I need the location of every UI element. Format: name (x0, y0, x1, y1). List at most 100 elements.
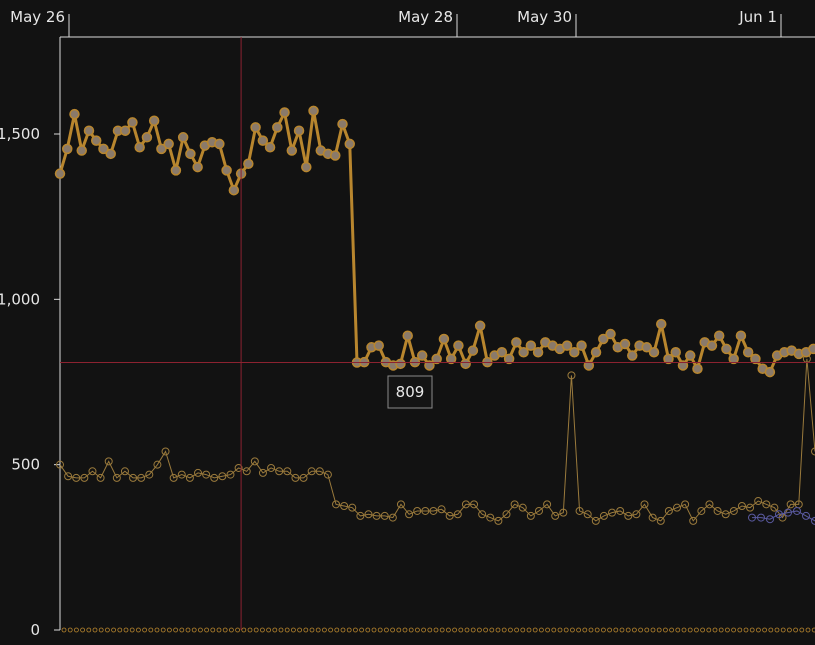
baseline-point (346, 627, 352, 633)
series-main-point (561, 340, 573, 351)
series-main-point (474, 320, 486, 332)
series-secondary-point (202, 470, 211, 479)
baseline-point (241, 627, 247, 633)
series-secondary-point (380, 511, 389, 520)
series-main-point (54, 168, 66, 179)
baseline-point (681, 627, 687, 633)
baseline-point (712, 627, 718, 633)
series-secondary-point (770, 503, 779, 512)
baseline-point (228, 627, 234, 633)
baseline-point (315, 627, 321, 633)
baseline-point (427, 627, 433, 633)
baseline-point (663, 627, 668, 633)
baseline-point (204, 627, 210, 633)
series-secondary-point (461, 500, 470, 509)
series-main-point (532, 346, 544, 358)
baseline-point (421, 627, 427, 633)
series-main-point (750, 353, 761, 365)
baseline-point (359, 627, 365, 633)
series-main-point (496, 346, 508, 358)
baseline-point (222, 627, 228, 633)
y-tick-label: 0 (30, 621, 40, 639)
series-main-point (134, 141, 145, 153)
series-main-point (460, 358, 471, 370)
baseline-point (340, 627, 346, 633)
baseline-point (129, 627, 135, 633)
baseline-point (557, 627, 563, 633)
series-main-point (583, 360, 595, 371)
series-main-point (445, 353, 457, 365)
series-secondary-point (72, 473, 81, 482)
baseline-point (253, 627, 259, 633)
series-main-point (395, 358, 406, 370)
baseline-point (247, 627, 253, 633)
baseline-point (210, 627, 216, 633)
series-secondary-point (697, 506, 706, 515)
series-secondary-point (323, 470, 332, 479)
baseline-point (650, 627, 656, 633)
baseline-point (452, 627, 458, 633)
series-main-point (83, 125, 95, 136)
series-main-point (655, 318, 667, 330)
series-main-point (228, 184, 240, 196)
baseline-point (700, 627, 705, 633)
baseline-point (582, 627, 588, 633)
series-secondary-point (648, 513, 657, 522)
series-secondary-point (672, 503, 681, 512)
baseline-point (737, 627, 743, 633)
series-secondary-point (681, 500, 690, 509)
baseline-point (762, 627, 767, 633)
series-main-point (735, 330, 747, 341)
series-tertiary-point (775, 510, 783, 519)
baseline-point (117, 627, 123, 633)
series-main-point (503, 353, 515, 365)
series-secondary-point (80, 473, 89, 482)
series-main-point (221, 165, 232, 176)
series-secondary-point (307, 467, 316, 476)
baseline-point (166, 627, 172, 633)
series-main-point (119, 125, 131, 136)
baseline-point (731, 627, 736, 633)
series-main-point (301, 161, 312, 173)
series-main-point (293, 125, 305, 136)
series-main-point (453, 340, 464, 351)
series-main-point (692, 363, 703, 375)
baseline-point (61, 627, 67, 633)
baseline-point (92, 627, 98, 633)
series-main-point (105, 148, 116, 160)
series-secondary-point (510, 500, 519, 509)
baseline-point (179, 627, 185, 633)
series-secondary-point (234, 463, 243, 472)
series-main-point (648, 346, 660, 358)
baseline-point (123, 627, 129, 633)
series-secondary-point (364, 510, 373, 519)
series-secondary-point (129, 473, 138, 482)
baseline-point (284, 627, 290, 633)
baseline-point (576, 627, 581, 633)
series-secondary-point (421, 506, 430, 515)
axes: May 26 May 28 May 30 Jun 1 0 500 1,000 1,500 (0, 8, 815, 639)
baseline-point (507, 627, 513, 633)
baseline-point (669, 627, 674, 633)
series-secondary-point (145, 470, 154, 479)
series-main-point (148, 115, 160, 127)
series-secondary-point (299, 473, 308, 482)
series-main-point (424, 360, 435, 371)
series-secondary-point (177, 470, 186, 479)
series-secondary-point (713, 506, 722, 515)
series-tertiary-point (784, 508, 792, 517)
baseline-point (191, 627, 197, 633)
baseline-point (321, 627, 327, 633)
series-secondary-point (315, 467, 324, 476)
series-main-point (706, 340, 718, 351)
series-secondary-point (120, 467, 129, 476)
series-main-point (337, 118, 348, 130)
baseline-point (780, 627, 786, 633)
series-secondary-line (59, 358, 815, 522)
baseline-point (743, 627, 749, 633)
baseline-point (105, 627, 110, 633)
series-secondary-point (340, 502, 349, 510)
series-main-point (641, 342, 653, 353)
